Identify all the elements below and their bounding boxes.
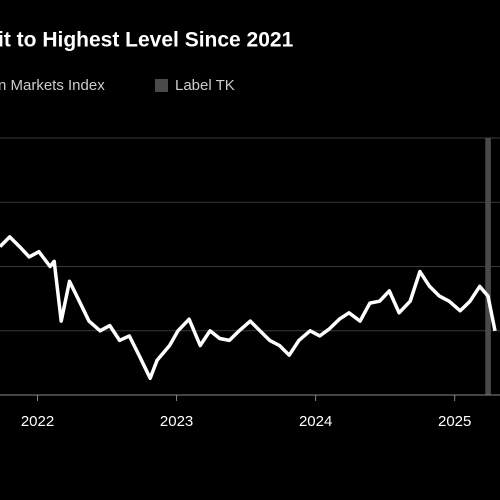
- x-tick-label: 2023: [160, 413, 193, 430]
- legend-swatch: [155, 79, 168, 92]
- x-tick-label: 2024: [299, 413, 332, 430]
- legend-label: Label TK: [175, 77, 235, 94]
- x-tick-label: 2022: [21, 413, 54, 430]
- data-line: [0, 235, 497, 381]
- highlight-band: [485, 138, 491, 395]
- x-tick-label: 2025: [438, 413, 471, 430]
- legend-label: n Markets Index: [0, 77, 105, 94]
- chart-title: it to Highest Level Since 2021: [0, 29, 294, 52]
